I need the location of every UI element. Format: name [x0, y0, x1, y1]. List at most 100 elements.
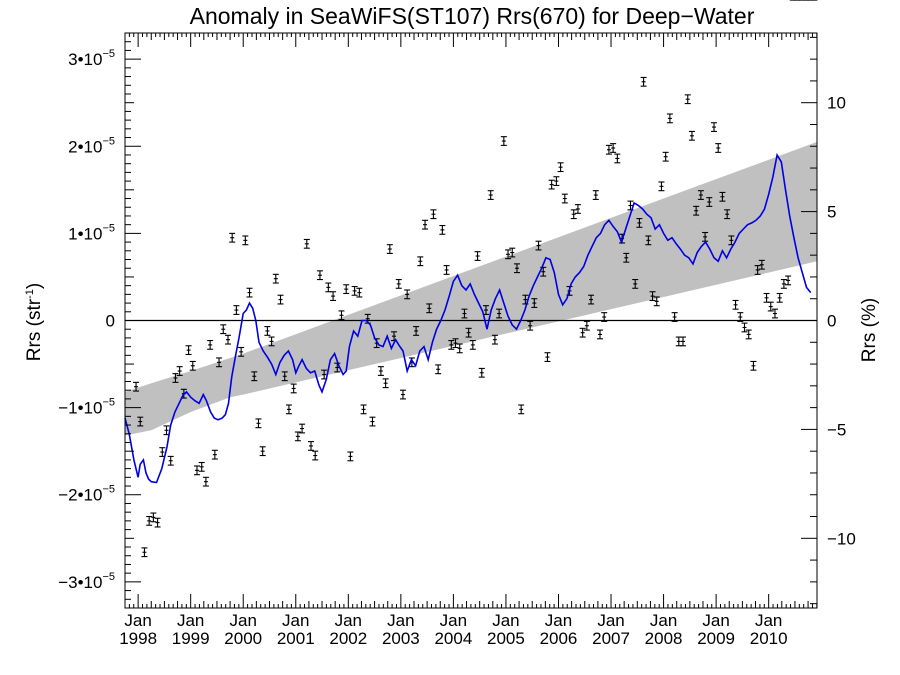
data-point — [303, 238, 310, 249]
data-point — [758, 259, 765, 270]
data-point — [448, 339, 455, 350]
data-point — [404, 289, 411, 300]
data-point — [264, 326, 271, 336]
data-point — [435, 364, 442, 375]
data-point — [513, 263, 520, 274]
y-axis-left: 3•10−5 2•10−5 1•10−5 0 −1•10−5 −2•10−5 −3•10−5 — [58, 41, 141, 600]
data-point — [299, 423, 306, 434]
data-point — [724, 209, 731, 220]
y-right-tick-label: 0 — [827, 312, 836, 331]
data-point — [413, 326, 420, 336]
x-tick-label-month: Jan — [545, 611, 572, 630]
data-point — [527, 320, 534, 331]
data-point — [211, 449, 218, 460]
x-tick-label-year: 2009 — [697, 629, 735, 648]
data-point — [216, 357, 223, 368]
data-point — [137, 416, 144, 427]
data-point — [220, 324, 227, 335]
data-point — [675, 336, 682, 347]
data-point — [531, 298, 538, 308]
x-tick-label-year: 2006 — [540, 629, 578, 648]
y-right-tick-label: 5 — [827, 203, 836, 222]
smoothed-line — [124, 152, 812, 484]
x-tick-label-year: 2008 — [645, 629, 683, 648]
data-point — [702, 231, 709, 242]
data-point — [369, 416, 376, 427]
data-point — [330, 291, 337, 302]
data-point — [351, 285, 358, 296]
x-tick-label-month: Jan — [177, 611, 204, 630]
x-tick-label-month: Jan — [387, 611, 414, 630]
smoothed-series — [124, 152, 812, 484]
x-tick-label-month: Jan — [230, 611, 257, 630]
data-point — [614, 153, 621, 164]
data-point — [290, 383, 297, 394]
x-tick-label-month: Jan — [440, 611, 467, 630]
data-point — [325, 282, 332, 293]
data-point — [592, 190, 599, 200]
data-point — [688, 130, 695, 141]
data-point — [238, 346, 245, 357]
data-point — [338, 310, 345, 321]
data-point — [259, 446, 266, 457]
x-tick-label-year: 2004 — [434, 629, 472, 648]
data-point — [623, 252, 630, 263]
x-tick-label-month: Jan — [650, 611, 677, 630]
x-tick-label-year: 2005 — [487, 629, 525, 648]
data-point — [776, 292, 783, 303]
data-point — [443, 265, 450, 275]
data-point — [540, 266, 547, 277]
y-left-tick-label: 0 — [106, 312, 115, 331]
data-point — [229, 232, 236, 243]
data-point — [146, 515, 153, 526]
y-left-tick-label: −2•10−5 — [58, 484, 115, 505]
y-axis-left-label: Rrs (str-1) — [24, 283, 45, 361]
data-point — [741, 322, 748, 333]
data-point — [185, 345, 192, 356]
data-point — [141, 547, 148, 558]
data-point — [697, 190, 704, 200]
data-point — [356, 287, 363, 298]
y-right-tick-label: 10 — [827, 94, 846, 113]
data-point — [285, 404, 292, 415]
data-point — [557, 162, 564, 173]
data-point — [500, 136, 507, 146]
y-left-tick-label: −1•10−5 — [58, 397, 115, 418]
data-point — [452, 338, 459, 349]
data-point — [548, 179, 555, 190]
data-point — [474, 251, 481, 261]
data-point — [505, 249, 512, 260]
data-point — [509, 247, 516, 258]
data-point — [487, 190, 494, 200]
data-point — [461, 308, 468, 319]
data-point — [422, 219, 429, 230]
data-point — [666, 113, 673, 124]
y-left-tick-label: 1•10−5 — [68, 222, 115, 243]
confidence-band — [125, 141, 817, 436]
y-axis-right-label: Rrs (%) — [859, 298, 880, 362]
data-point — [242, 235, 249, 246]
data-point — [347, 451, 354, 462]
x-tick-label-year: 2003 — [382, 629, 420, 648]
data-point — [430, 209, 437, 220]
data-point — [202, 476, 209, 487]
data-point — [561, 193, 568, 204]
data-point — [294, 431, 301, 442]
y-left-tick-label: 2•10−5 — [68, 135, 115, 156]
data-point — [172, 373, 179, 383]
data-point — [159, 447, 166, 457]
data-point — [601, 312, 608, 322]
data-point — [478, 367, 485, 378]
band-area — [125, 141, 817, 436]
data-point — [754, 265, 761, 275]
y-axis-right: 10 5 0 −5 −10 — [801, 36, 856, 605]
data-point — [745, 329, 752, 340]
data-point — [653, 296, 660, 307]
data-point — [316, 270, 323, 281]
data-point — [198, 461, 205, 472]
x-tick-label-month: Jan — [492, 611, 519, 630]
data-point — [360, 404, 367, 415]
x-tick-label-year: 1998 — [119, 629, 157, 648]
data-point — [684, 94, 691, 105]
